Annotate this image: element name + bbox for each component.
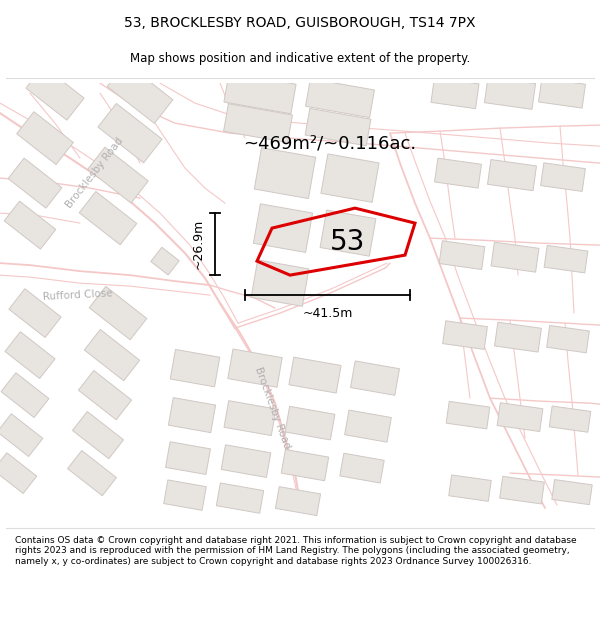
- Polygon shape: [497, 402, 543, 431]
- Polygon shape: [320, 210, 376, 256]
- Polygon shape: [224, 401, 276, 436]
- Polygon shape: [434, 158, 481, 188]
- Polygon shape: [491, 242, 539, 272]
- Polygon shape: [487, 159, 536, 191]
- Polygon shape: [88, 147, 148, 203]
- Polygon shape: [305, 79, 374, 118]
- Text: Contains OS data © Crown copyright and database right 2021. This information is : Contains OS data © Crown copyright and d…: [15, 536, 577, 566]
- Polygon shape: [552, 479, 592, 504]
- Polygon shape: [170, 349, 220, 387]
- Polygon shape: [224, 72, 296, 114]
- Polygon shape: [494, 322, 541, 352]
- Polygon shape: [305, 109, 371, 146]
- Polygon shape: [98, 104, 162, 162]
- Text: Brocklesby Road: Brocklesby Road: [253, 366, 292, 451]
- Polygon shape: [4, 201, 56, 249]
- Polygon shape: [79, 371, 131, 420]
- Polygon shape: [344, 410, 391, 442]
- Polygon shape: [68, 451, 116, 496]
- Polygon shape: [544, 246, 588, 273]
- Text: 53, BROCKLESBY ROAD, GUISBOROUGH, TS14 7PX: 53, BROCKLESBY ROAD, GUISBOROUGH, TS14 7…: [124, 16, 476, 31]
- Polygon shape: [449, 475, 491, 501]
- Polygon shape: [0, 452, 37, 494]
- Polygon shape: [1, 372, 49, 418]
- Polygon shape: [549, 406, 591, 432]
- Polygon shape: [169, 398, 215, 432]
- Polygon shape: [321, 154, 379, 202]
- Polygon shape: [439, 241, 485, 269]
- Polygon shape: [431, 78, 479, 109]
- Polygon shape: [224, 104, 292, 142]
- Text: ~469m²/~0.116ac.: ~469m²/~0.116ac.: [244, 134, 416, 152]
- Polygon shape: [17, 112, 73, 164]
- Polygon shape: [541, 163, 586, 191]
- Text: 53: 53: [329, 228, 365, 256]
- Polygon shape: [500, 476, 544, 504]
- Polygon shape: [484, 77, 536, 109]
- Polygon shape: [73, 411, 124, 459]
- Polygon shape: [281, 449, 329, 481]
- Polygon shape: [89, 286, 147, 340]
- Polygon shape: [79, 191, 137, 245]
- Polygon shape: [254, 148, 316, 199]
- Polygon shape: [26, 66, 84, 120]
- Text: Map shows position and indicative extent of the property.: Map shows position and indicative extent…: [130, 52, 470, 65]
- Polygon shape: [446, 401, 490, 429]
- Text: Rufford Close: Rufford Close: [43, 288, 113, 302]
- Polygon shape: [151, 248, 179, 275]
- Text: ~26.9m: ~26.9m: [192, 219, 205, 269]
- Polygon shape: [350, 361, 400, 396]
- Polygon shape: [547, 326, 589, 352]
- Polygon shape: [340, 453, 384, 483]
- Text: Brocklesby Road: Brocklesby Road: [64, 136, 125, 210]
- Polygon shape: [253, 204, 313, 252]
- Polygon shape: [84, 329, 140, 381]
- Polygon shape: [217, 483, 263, 513]
- Polygon shape: [0, 414, 43, 456]
- Polygon shape: [164, 480, 206, 511]
- Polygon shape: [221, 445, 271, 478]
- Polygon shape: [228, 349, 282, 388]
- Polygon shape: [285, 406, 335, 440]
- Polygon shape: [251, 260, 309, 306]
- Polygon shape: [166, 442, 211, 474]
- Polygon shape: [275, 487, 320, 516]
- Polygon shape: [539, 78, 586, 108]
- Polygon shape: [5, 332, 55, 379]
- Polygon shape: [289, 357, 341, 393]
- Polygon shape: [9, 289, 61, 338]
- Polygon shape: [107, 63, 173, 123]
- Polygon shape: [443, 321, 487, 349]
- Text: ~41.5m: ~41.5m: [302, 307, 353, 320]
- Polygon shape: [8, 158, 62, 208]
